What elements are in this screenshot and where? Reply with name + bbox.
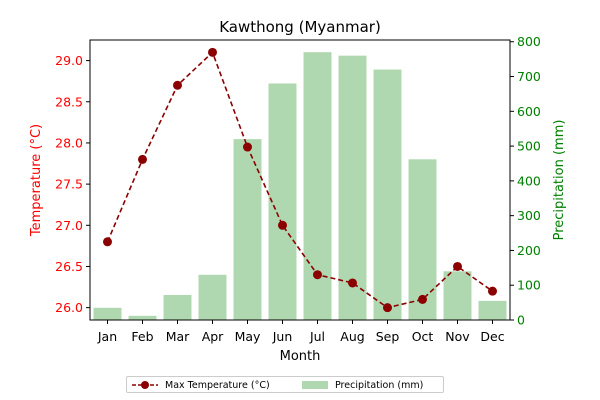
right-tick-label: 700 [517, 69, 541, 84]
precipitation-bar [373, 69, 402, 320]
left-tick-label: 27.0 [55, 218, 83, 233]
x-tick-label: Feb [131, 329, 153, 344]
temperature-point [103, 237, 112, 247]
temperature-point [453, 261, 462, 271]
x-tick-label: Jan [97, 329, 117, 344]
temperature-point [348, 278, 357, 288]
precipitation-bar [478, 300, 507, 320]
precipitation-bar [233, 139, 262, 320]
temperature-point [488, 286, 497, 296]
temperature-point [278, 220, 287, 230]
precipitation-bar [443, 271, 472, 320]
legend: Max Temperature (°C) Precipitation (mm) [126, 376, 444, 393]
right-tick-label: 100 [517, 278, 541, 293]
right-axis: 0 100 200 300 400 500 600 700 800 [510, 34, 541, 328]
temperature-point [383, 303, 392, 313]
left-tick-label: 26.5 [55, 259, 83, 274]
precipitation-bar [408, 159, 437, 320]
temperature-point [418, 294, 427, 304]
plot-frame [89, 39, 511, 321]
temperature-point [138, 154, 147, 164]
left-tick-label: 29.0 [55, 53, 83, 68]
x-tick-label: Dec [480, 329, 504, 344]
precipitation-bar [338, 55, 367, 321]
left-tick-label: 28.0 [55, 135, 83, 150]
x-axis: Jan Feb Mar Apr May Jun Jul Aug Sep Oct Nov Dec [97, 320, 505, 344]
legend-line-marker-icon [132, 381, 158, 389]
right-tick-label: 400 [517, 173, 541, 188]
line-series [103, 47, 497, 313]
right-tick-label: 600 [517, 104, 541, 119]
x-tick-label: Jul [309, 329, 325, 344]
x-tick-label: Mar [166, 329, 190, 344]
left-axis: 26.0 26.5 27.0 27.5 28.0 28.5 29.0 [55, 53, 90, 315]
x-tick-label: May [235, 329, 261, 344]
legend-bar-swatch-icon [302, 381, 328, 389]
right-tick-label: 0 [517, 313, 525, 328]
legend-label-temperature: Max Temperature (°C) [165, 379, 270, 391]
right-tick-label: 500 [517, 139, 541, 154]
precipitation-bar [303, 52, 332, 320]
right-tick-label: 300 [517, 208, 541, 223]
x-axis-label: Month [280, 349, 321, 364]
x-tick-label: Apr [202, 329, 224, 344]
precipitation-bar [93, 307, 122, 320]
bar-series [93, 52, 507, 321]
precipitation-bar [198, 274, 227, 320]
right-tick-label: 200 [517, 243, 541, 258]
precipitation-bar [128, 315, 157, 320]
x-tick-label: Oct [412, 329, 434, 344]
temperature-point [243, 142, 252, 152]
left-tick-label: 26.0 [55, 300, 83, 315]
temperature-point [208, 47, 217, 57]
x-tick-label: Sep [376, 329, 400, 344]
precipitation-bar [268, 83, 297, 320]
legend-item-precipitation: Precipitation (mm) [301, 378, 423, 392]
left-tick-label: 28.5 [55, 94, 83, 109]
x-tick-label: Aug [340, 329, 364, 344]
temperature-line [106, 50, 493, 309]
temperature-point [313, 270, 322, 280]
left-tick-label: 27.5 [55, 177, 83, 192]
right-axis-label: Precipitation (mm) [552, 120, 567, 241]
x-tick-label: Nov [445, 329, 470, 344]
x-tick-label: Jun [272, 329, 293, 344]
legend-label-precipitation: Precipitation (mm) [335, 379, 424, 391]
right-tick-label: 800 [517, 34, 541, 49]
chart-title: Kawthong (Myanmar) [219, 18, 381, 36]
left-axis-label: Temperature (°C) [29, 124, 44, 237]
precipitation-bar [163, 294, 192, 320]
legend-item-temperature: Max Temperature (°C) [131, 378, 270, 392]
temperature-point [173, 80, 182, 90]
